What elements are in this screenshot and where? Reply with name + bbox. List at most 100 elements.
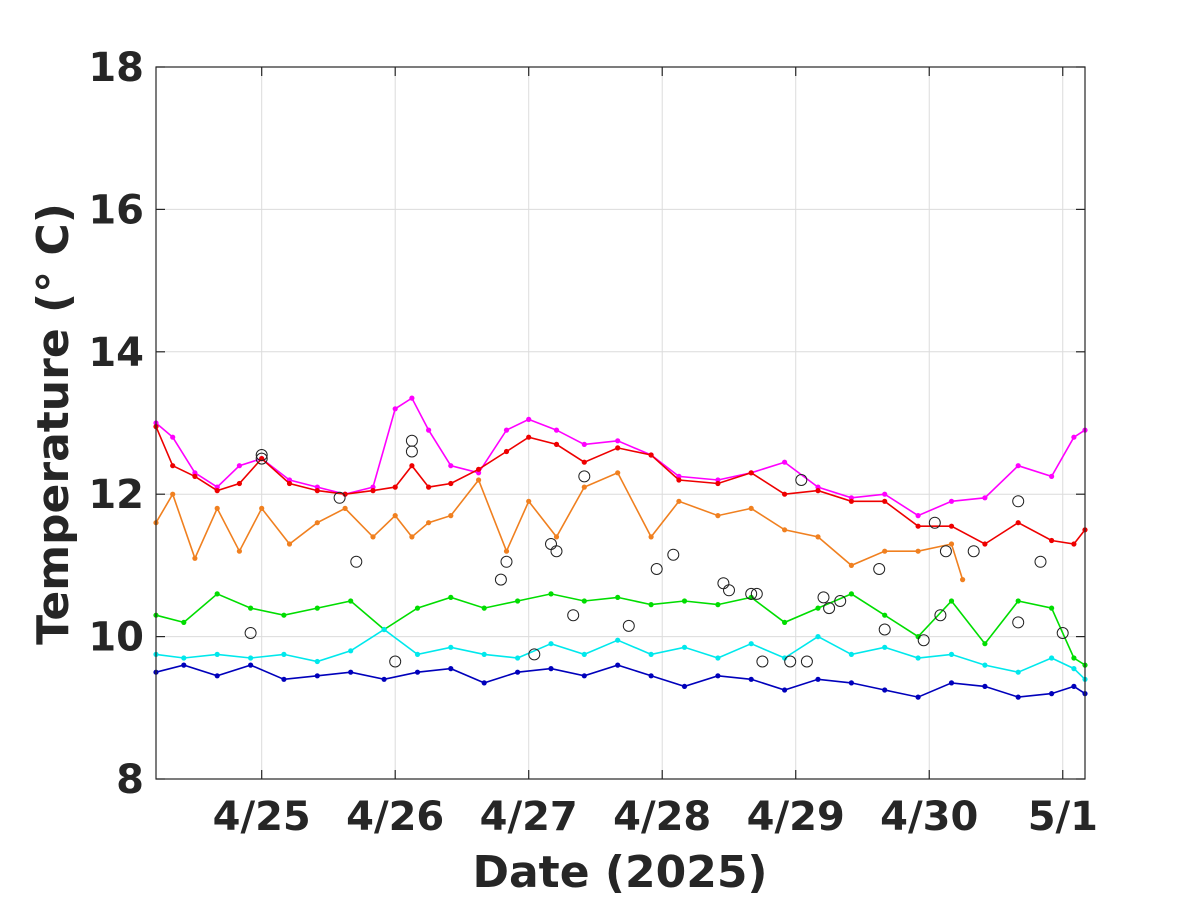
y-tick-label: 14 [88,330,144,376]
data-point [192,555,198,561]
data-point [648,534,654,540]
data-point [481,605,487,611]
data-point [281,676,287,682]
series-line [155,628,1086,680]
data-point [426,484,432,490]
data-point [581,598,587,604]
data-point [948,498,955,504]
x-tick-label: 5/1 [1028,794,1098,840]
data-point [409,534,415,540]
data-point [503,548,510,554]
data-point [815,534,821,540]
circled-point [934,609,947,622]
data-point [1049,537,1055,544]
data-point [715,480,721,487]
y-tick-label: 10 [88,615,144,661]
circled-point [1012,616,1025,629]
data-point [192,473,198,479]
circled-point [745,587,758,600]
data-point [581,459,587,465]
data-point [236,463,242,469]
data-point [882,644,888,650]
data-point [982,641,988,647]
data-point [448,666,454,672]
data-point [882,612,888,618]
data-point [181,655,187,661]
data-point [448,513,454,519]
data-point [948,541,955,547]
data-point [748,641,754,647]
data-point [715,655,721,661]
circled-point [405,445,418,458]
data-point [515,655,521,661]
series-6 [153,662,1088,700]
circled-point [389,655,402,668]
circled-point [550,545,563,558]
x-tick-label: 4/25 [213,794,311,840]
data-point [882,491,888,497]
data-point [526,416,532,422]
circled-point [667,548,680,561]
y-tick-label: 12 [88,472,144,518]
data-point [348,598,354,604]
data-point [170,434,176,440]
data-point [982,541,988,547]
x-tick-label: 4/28 [613,794,711,840]
x-tick-label: 4/30 [880,794,978,840]
circled-point [823,602,836,615]
data-point [848,680,855,686]
data-point [948,598,955,604]
data-point [1015,598,1021,604]
data-point [748,676,754,682]
data-point [982,662,988,668]
circled-point [650,563,663,575]
data-point [581,673,587,679]
data-point [1071,666,1077,672]
circled-point [784,655,797,668]
series-2 [153,424,1088,547]
data-point [1015,669,1021,675]
data-point [948,523,955,529]
data-point [982,495,988,501]
data-point [281,651,287,658]
data-point [1071,655,1077,661]
data-point [526,434,532,440]
data-point [476,477,482,483]
data-point [960,577,966,583]
data-point [1015,463,1021,469]
data-point [370,488,376,494]
circled-point [578,470,591,483]
series-5 [153,626,1088,682]
data-point [676,498,682,504]
data-point [181,619,187,626]
data-point [281,612,287,618]
data-point [214,488,220,494]
y-tick-label: 8 [116,757,144,803]
data-point [392,406,398,412]
data-point [915,523,921,529]
data-point [503,427,510,433]
data-point [748,470,754,476]
data-point [681,683,688,690]
data-point [476,466,482,472]
series-layer [153,395,1088,700]
data-point [676,477,682,483]
data-point [882,548,888,554]
axis-ticks: 8 10 12 14 16 18 4/25 4/26 4/27 4/28 4/29 4/30 5/1 [88,45,1098,840]
data-point [170,491,176,497]
circled-point [1034,555,1047,568]
circled-point [244,627,257,639]
data-point [648,673,654,679]
data-point [715,673,721,679]
y-tick-label: 16 [88,187,144,233]
data-point [414,605,421,611]
data-point [681,598,688,604]
circled-point [567,609,580,622]
plot-frame [155,66,1086,780]
circled-point [622,619,635,632]
data-point [648,452,654,458]
circled-point [800,655,813,668]
data-point [615,470,621,476]
data-point [548,666,554,672]
data-point [882,687,888,693]
